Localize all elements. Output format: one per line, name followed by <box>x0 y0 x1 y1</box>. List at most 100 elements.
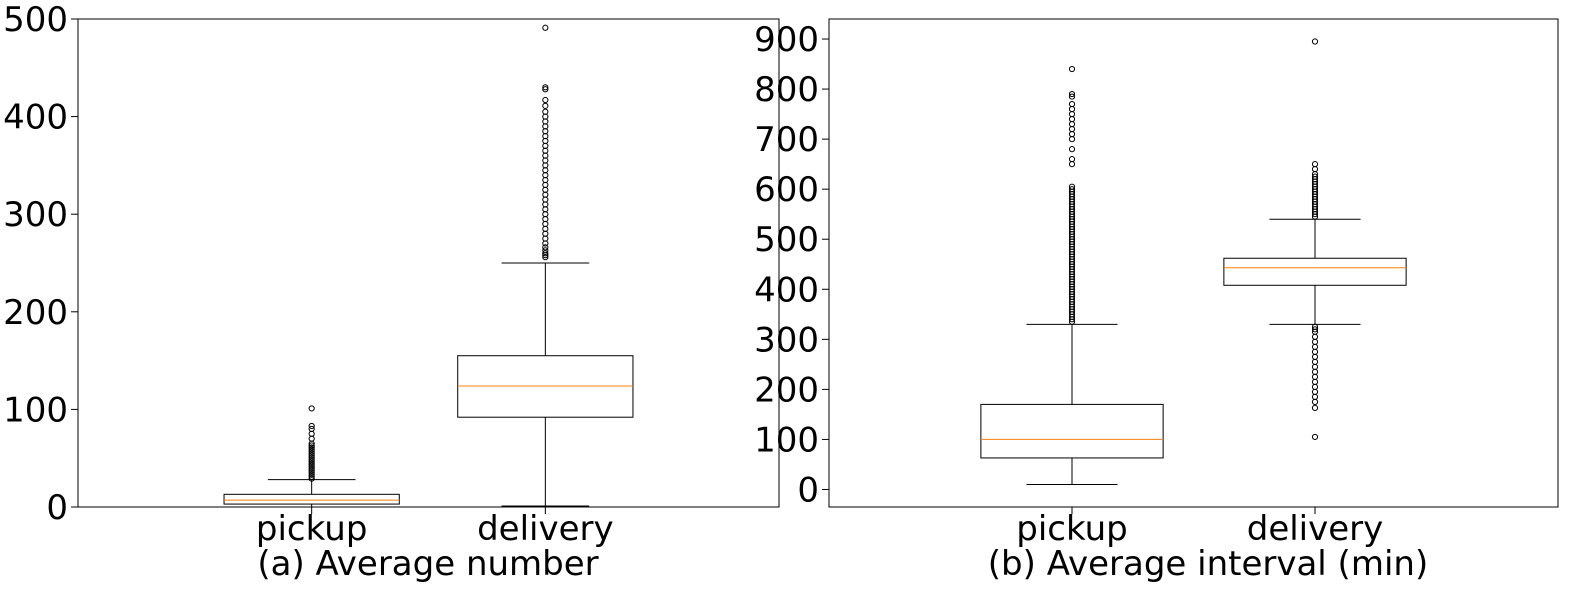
outlier-point <box>542 254 549 261</box>
box-delivery <box>1223 38 1407 441</box>
outlier-point <box>308 463 315 471</box>
outlier-point <box>308 448 315 455</box>
outlier-point <box>1311 323 1319 330</box>
x-tick-label: delivery <box>1247 509 1384 549</box>
outlier-point <box>542 96 549 104</box>
outlier-point <box>1311 404 1319 411</box>
outlier-point <box>308 422 315 430</box>
outlier-point <box>1311 173 1319 180</box>
outlier-point <box>308 459 315 467</box>
outlier-point <box>1311 348 1319 355</box>
panel-caption: (b) Average interval (min) <box>988 544 1428 584</box>
outlier-point <box>1311 358 1319 365</box>
outlier-point <box>1311 343 1319 350</box>
outlier-point <box>1068 136 1076 143</box>
outlier-point <box>1068 93 1076 100</box>
outlier-point <box>1311 433 1319 441</box>
outlier-point <box>1068 90 1076 98</box>
y-tick-label: 0 <box>46 488 68 528</box>
y-tick-label: 0 <box>797 470 819 510</box>
y-tick-label: 400 <box>754 270 819 310</box>
outlier-point <box>308 458 315 465</box>
outlier-point <box>308 405 315 412</box>
outlier-point <box>308 446 315 453</box>
y-tick-label: 200 <box>754 370 819 410</box>
box-pickup <box>980 65 1164 485</box>
box-iqr <box>980 403 1164 459</box>
outlier-point <box>1068 183 1076 190</box>
outlier-point <box>1068 121 1076 128</box>
y-tick-label: 300 <box>3 195 68 235</box>
box-iqr <box>1223 257 1407 286</box>
outlier-point <box>542 247 549 254</box>
y-tick-label: 900 <box>754 20 819 60</box>
outlier-point <box>1311 333 1319 340</box>
outlier-point <box>308 452 315 459</box>
outlier-point <box>308 450 315 457</box>
outlier-point <box>308 444 315 451</box>
outlier-point <box>1068 105 1076 113</box>
y-tick-label: 800 <box>754 70 819 110</box>
outlier-point <box>1311 326 1319 333</box>
outlier-point <box>1311 338 1319 345</box>
outlier-point <box>542 244 549 251</box>
y-tick-label: 500 <box>754 220 819 260</box>
outlier-point <box>308 461 315 469</box>
outlier-point <box>308 475 315 482</box>
outlier-point <box>1068 65 1076 73</box>
outlier-point <box>1311 398 1319 405</box>
outlier-point <box>1311 166 1319 173</box>
outlier-point <box>1068 186 1076 193</box>
box-iqr <box>223 493 400 505</box>
outlier-point <box>542 250 549 257</box>
outlier-point <box>1068 161 1076 168</box>
plot-frame <box>77 18 780 508</box>
x-tick-label: pickup <box>1016 509 1128 549</box>
y-tick-label: 300 <box>754 320 819 360</box>
outlier-point <box>1068 110 1076 118</box>
outlier-point <box>308 471 315 478</box>
outlier-point <box>542 86 549 93</box>
outlier-point <box>1311 363 1319 370</box>
y-tick-label: 200 <box>3 293 68 333</box>
y-tick-label: 400 <box>3 98 68 138</box>
outlier-point <box>1068 126 1076 133</box>
outlier-point <box>1068 156 1076 163</box>
outlier-point <box>542 84 549 91</box>
y-tick-label: 700 <box>754 120 819 160</box>
outlier-point <box>542 108 549 115</box>
outlier-point <box>1311 388 1319 395</box>
outlier-point <box>1311 378 1319 385</box>
outlier-point <box>308 454 315 461</box>
outlier-point <box>542 102 549 109</box>
x-tick-label: delivery <box>477 509 614 549</box>
outlier-point <box>308 473 315 480</box>
outlier-point <box>1311 368 1319 375</box>
y-tick-label: 500 <box>3 0 68 40</box>
y-tick-label: 100 <box>754 420 819 460</box>
x-tick-label: pickup <box>256 509 368 549</box>
box-pickup <box>223 405 400 508</box>
outlier-point <box>1311 383 1319 390</box>
outlier-point <box>1068 116 1076 123</box>
outlier-point <box>308 469 315 476</box>
box-delivery <box>457 24 634 507</box>
outlier-point <box>1311 38 1319 45</box>
outlier-point <box>308 456 315 463</box>
outlier-point <box>542 24 549 31</box>
outlier-point <box>308 465 315 473</box>
outlier-point <box>308 467 315 474</box>
outlier-point <box>1311 393 1319 400</box>
outlier-point <box>1068 131 1076 138</box>
panel-caption: (a) Average number <box>257 544 598 584</box>
outlier-point <box>1311 161 1319 168</box>
outlier-point <box>1311 353 1319 360</box>
plot-frame <box>828 18 1559 508</box>
outlier-point <box>1068 100 1076 108</box>
y-tick-label: 100 <box>3 390 68 430</box>
outlier-point <box>308 442 315 449</box>
outlier-point <box>1311 373 1319 380</box>
panel-b: 0 100 200 300 400 500 600 700 800 900 pickup delive… <box>754 18 1559 584</box>
outlier-point <box>1068 146 1076 153</box>
